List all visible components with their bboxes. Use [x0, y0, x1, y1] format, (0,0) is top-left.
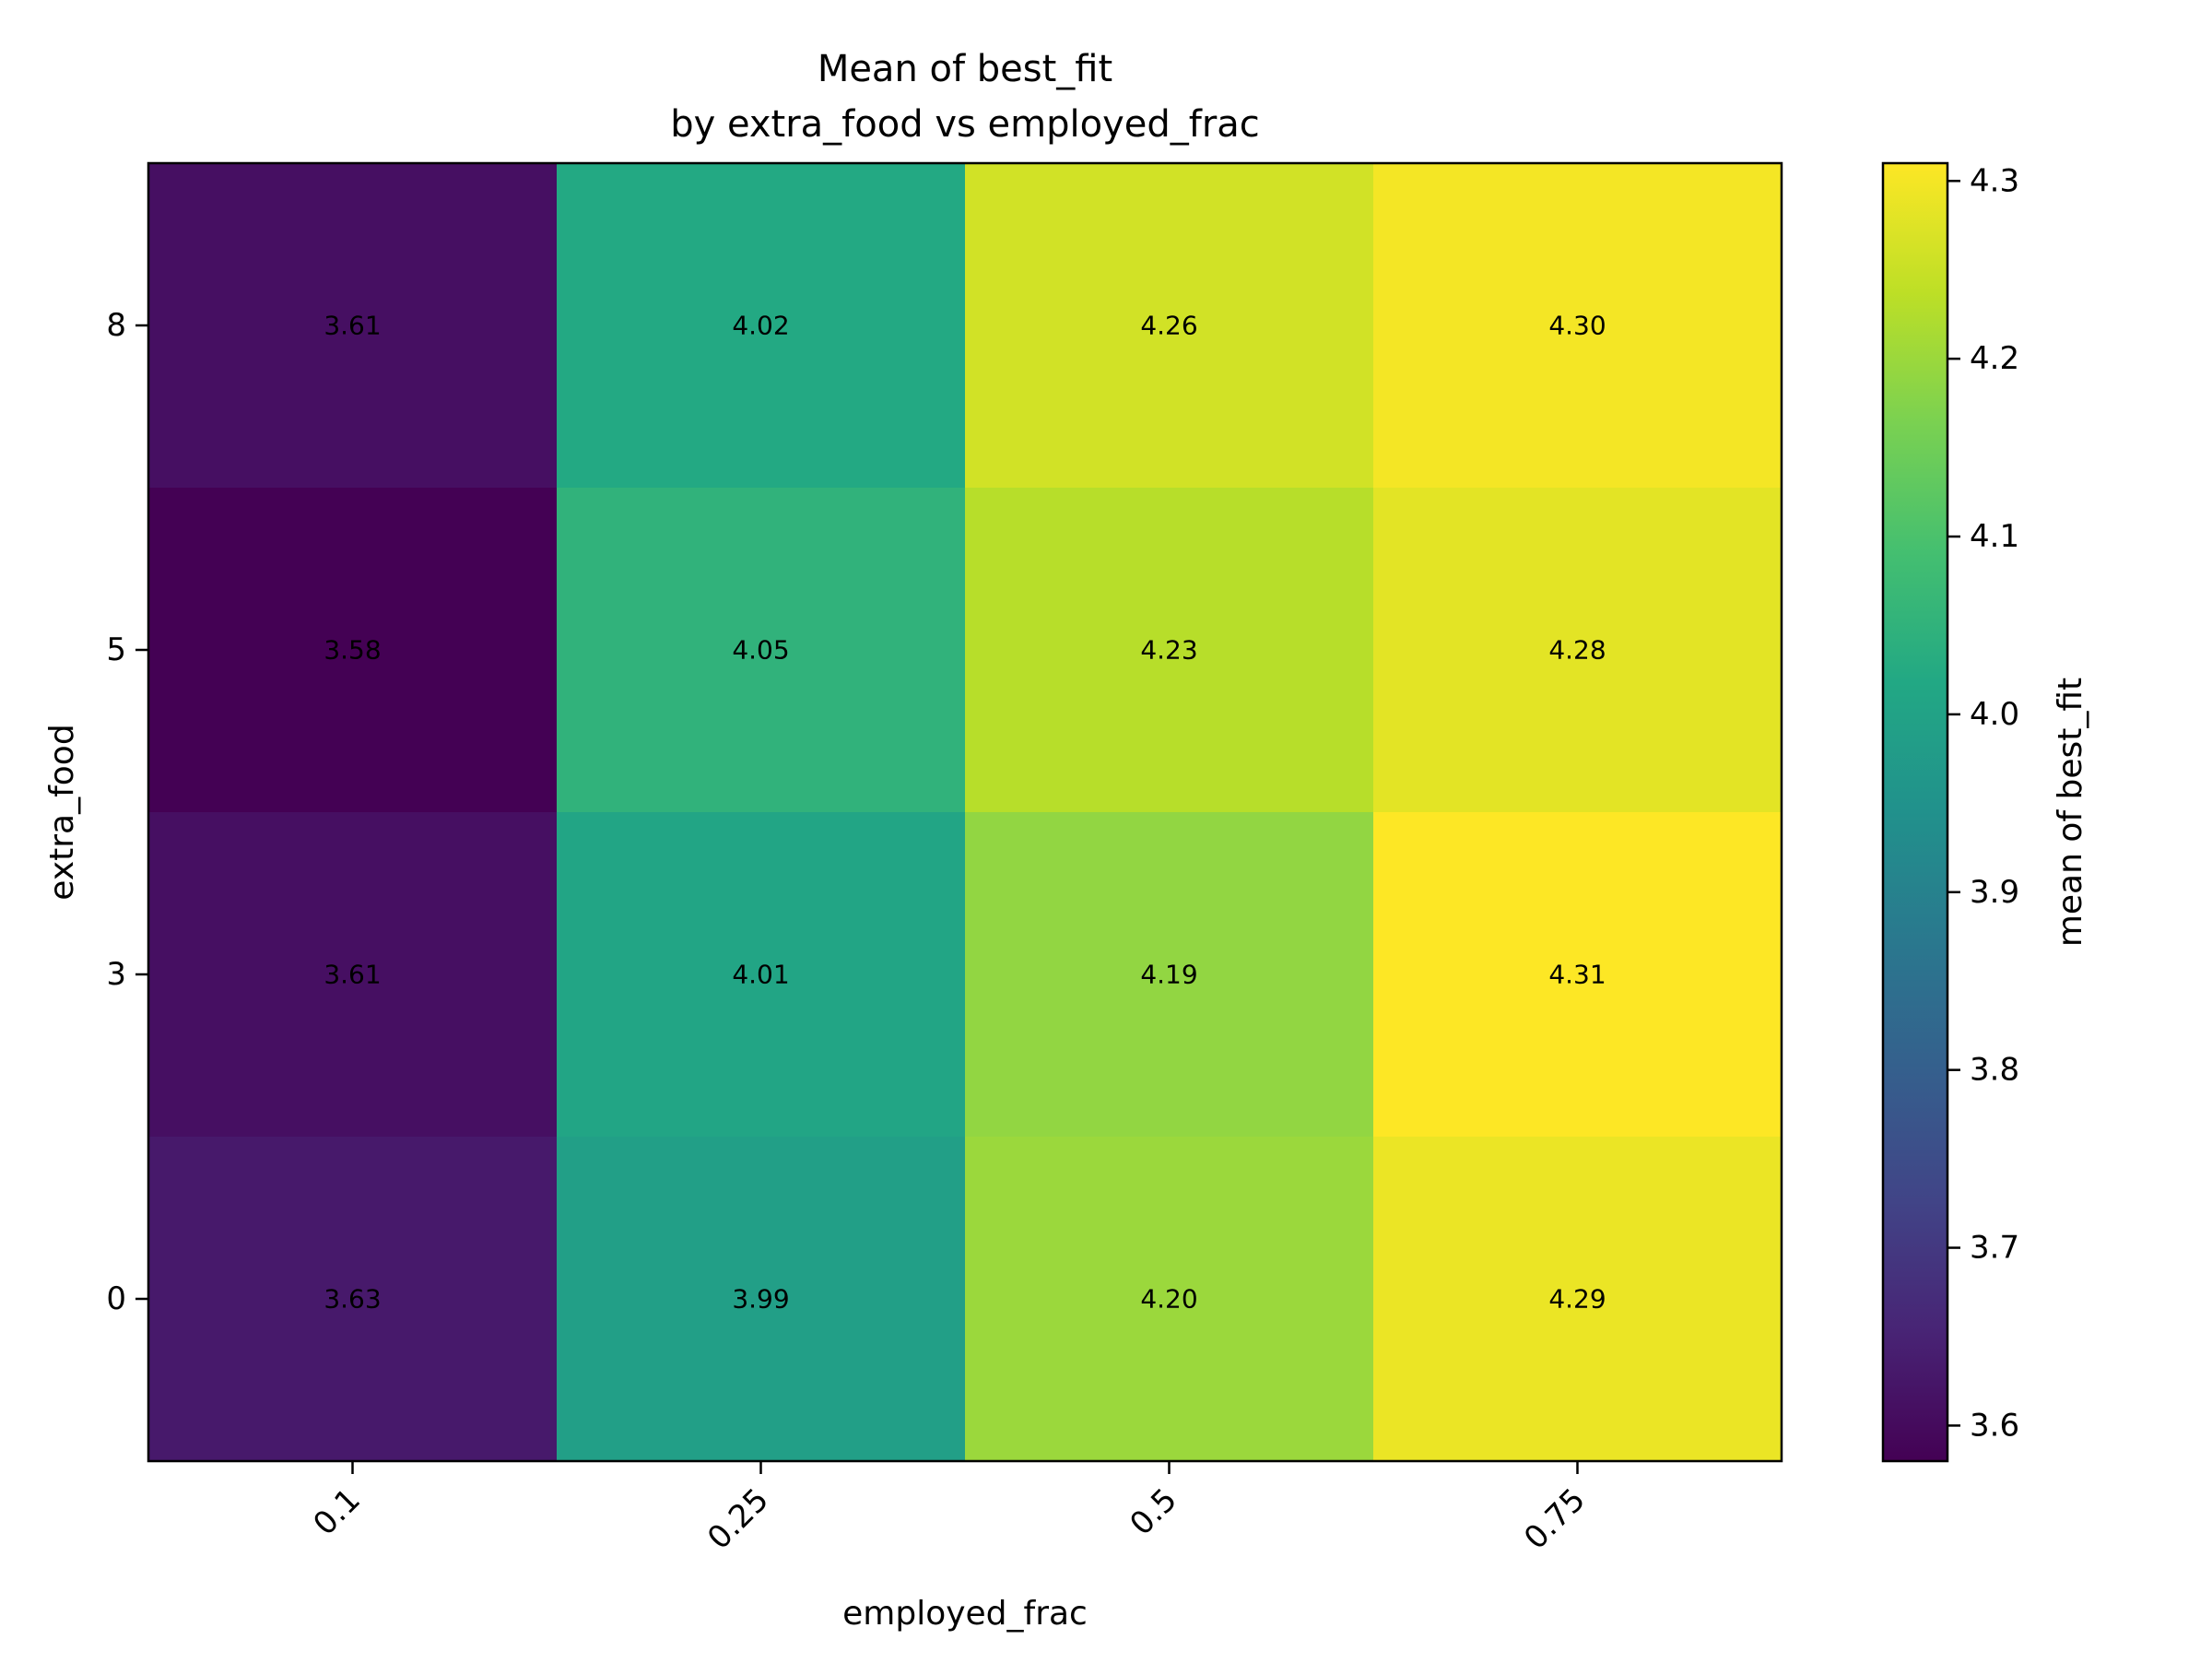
colorbar-tick-label: 3.7	[1970, 1230, 2019, 1267]
chart-title-line-1: Mean of best_fit	[818, 48, 1112, 90]
x-tick-label: 0.25	[700, 1481, 776, 1557]
y-tick-label: 3	[106, 956, 126, 993]
cell-value-label: 4.05	[732, 635, 789, 666]
x-axis-label: employed_frac	[842, 1595, 1088, 1633]
plot-frame	[147, 161, 1783, 1463]
cell-value-label: 4.30	[1548, 311, 1606, 341]
heatmap-cell	[148, 812, 558, 1138]
x-tick-label: 0.5	[1123, 1481, 1184, 1543]
y-tick-label: 5	[106, 631, 126, 668]
cell-value-label: 4.29	[1548, 1284, 1606, 1315]
cell-value-label: 3.99	[732, 1284, 789, 1315]
heatmap-cell-labels: 3.61 4.02 4.26 4.30 3.58 4.05 4.23 4.28 3.61 4.01…	[324, 311, 1606, 1315]
cell-value-label: 3.58	[324, 635, 381, 666]
heatmap-cells	[148, 163, 1783, 1462]
cell-value-label: 4.20	[1140, 1284, 1197, 1315]
y-tick-label: 0	[106, 1280, 126, 1317]
heatmap-cell	[557, 1137, 966, 1462]
heatmap-cell	[1373, 812, 1783, 1138]
colorbar-label: mean of best_fit	[2052, 678, 2089, 947]
cell-value-label: 4.19	[1140, 960, 1197, 990]
heatmap-cell	[557, 488, 966, 813]
cell-value-label: 4.02	[732, 311, 789, 341]
x-axis-ticks: 0.1 0.25 0.5 0.75	[306, 1461, 1593, 1557]
colorbar-tick-label: 4.1	[1970, 518, 2019, 555]
colorbar-ticks: 3.6 3.7 3.8 3.9 4.0 4.1 4.2 4.3	[1947, 162, 2019, 1444]
heatmap-cell	[965, 488, 1374, 813]
colorbar-tick-label: 3.6	[1970, 1407, 2019, 1444]
colorbar-tick-label: 3.9	[1970, 874, 2019, 911]
heatmap-cell	[148, 163, 558, 489]
colorbar-tick-label: 4.0	[1970, 696, 2019, 733]
heatmap-cell	[1373, 1137, 1783, 1462]
cell-value-label: 3.63	[324, 1284, 381, 1315]
cell-value-label: 3.61	[324, 311, 381, 341]
colorbar-tick-label: 4.2	[1970, 340, 2019, 377]
heatmap-cell	[148, 1137, 558, 1462]
y-axis-ticks: 8 5 3 0	[106, 307, 148, 1317]
heatmap-cell	[557, 163, 966, 489]
cell-value-label: 4.26	[1140, 311, 1197, 341]
y-axis-label: extra_food	[43, 724, 81, 900]
heatmap-cell	[1373, 488, 1783, 813]
x-tick-label: 0.75	[1517, 1481, 1593, 1557]
heatmap-cell	[1373, 163, 1783, 489]
colorbar-tick-label: 3.8	[1970, 1052, 2019, 1089]
chart-title-line-2: by extra_food vs employed_frac	[670, 103, 1260, 146]
colorbar-tick-label: 4.3	[1970, 162, 2019, 199]
heatmap-cell	[965, 1137, 1374, 1462]
colorbar	[1881, 161, 1949, 1463]
cell-value-label: 4.01	[732, 960, 789, 990]
cell-value-label: 3.61	[324, 960, 381, 990]
x-tick-label: 0.1	[306, 1481, 368, 1543]
heatmap-cell	[965, 163, 1374, 489]
cell-value-label: 4.31	[1548, 960, 1606, 990]
y-tick-label: 8	[106, 307, 126, 344]
heatmap-cell	[148, 488, 558, 813]
cell-value-label: 4.23	[1140, 635, 1197, 666]
heatmap-cell	[965, 812, 1374, 1138]
cell-value-label: 4.28	[1548, 635, 1606, 666]
heatmap-cell	[557, 812, 966, 1138]
